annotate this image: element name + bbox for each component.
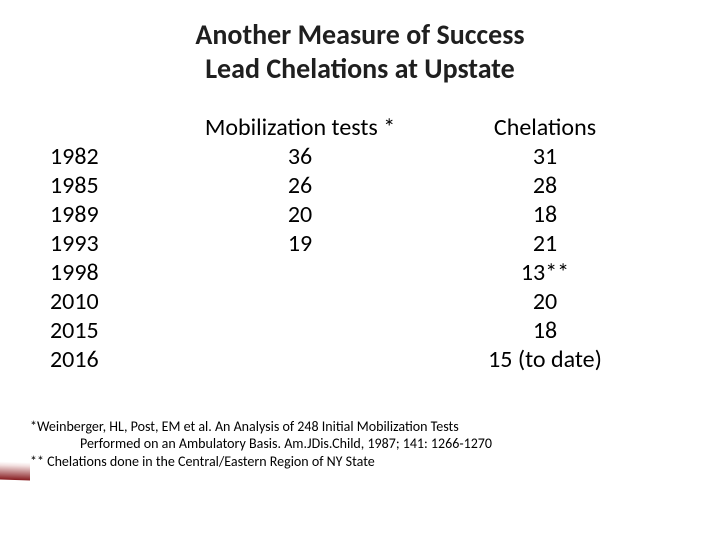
title-line-1: Another Measure of Success bbox=[30, 18, 690, 52]
table-row: 2015 18 bbox=[50, 316, 660, 345]
footnote-line-2: Performed on an Ambulatory Basis. Am.JDi… bbox=[30, 435, 690, 453]
footnote-line-1: *Weinberger, HL, Post, EM et al. An Anal… bbox=[30, 418, 690, 436]
table-row: 1989 20 18 bbox=[50, 200, 660, 229]
table-header-row: Mobilization tests * Chelations bbox=[50, 113, 660, 142]
table-row: 1993 19 21 bbox=[50, 229, 660, 258]
cell-mobilization bbox=[170, 316, 430, 345]
cell-mobilization: 20 bbox=[170, 200, 430, 229]
cell-year: 1982 bbox=[50, 142, 170, 171]
footnote-line-3: ** Chelations done in the Central/Easter… bbox=[30, 453, 690, 471]
data-table: Mobilization tests * Chelations 1982 36 … bbox=[50, 113, 660, 374]
table-row: 2016 15 (to date) bbox=[50, 345, 660, 374]
cell-chelations: 18 bbox=[430, 200, 660, 229]
cell-chelations: 21 bbox=[430, 229, 660, 258]
cell-chelations: 15 (to date) bbox=[430, 345, 660, 374]
cell-chelations: 13** bbox=[430, 258, 660, 287]
slide: Another Measure of Success Lead Chelatio… bbox=[0, 0, 720, 540]
cell-year: 1989 bbox=[50, 200, 170, 229]
cell-mobilization: 36 bbox=[170, 142, 430, 171]
cell-year: 1985 bbox=[50, 171, 170, 200]
cell-year: 1993 bbox=[50, 229, 170, 258]
table-row: 2010 20 bbox=[50, 287, 660, 316]
cell-chelations: 28 bbox=[430, 171, 660, 200]
cell-year: 2015 bbox=[50, 316, 170, 345]
header-chelations: Chelations bbox=[430, 113, 660, 142]
cell-year: 2016 bbox=[50, 345, 170, 374]
table-row: 1998 13** bbox=[50, 258, 660, 287]
cell-mobilization bbox=[170, 287, 430, 316]
title-line-2: Lead Chelations at Upstate bbox=[30, 52, 690, 86]
header-mobilization: Mobilization tests * bbox=[170, 113, 430, 142]
header-year bbox=[50, 113, 170, 142]
cell-mobilization bbox=[170, 345, 430, 374]
cell-year: 1998 bbox=[50, 258, 170, 287]
footnotes: *Weinberger, HL, Post, EM et al. An Anal… bbox=[30, 418, 690, 471]
accent-wedge bbox=[0, 461, 30, 480]
cell-mobilization: 26 bbox=[170, 171, 430, 200]
cell-mobilization bbox=[170, 258, 430, 287]
cell-year: 2010 bbox=[50, 287, 170, 316]
table-row: 1982 36 31 bbox=[50, 142, 660, 171]
cell-chelations: 20 bbox=[430, 287, 660, 316]
cell-chelations: 18 bbox=[430, 316, 660, 345]
cell-mobilization: 19 bbox=[170, 229, 430, 258]
cell-chelations: 31 bbox=[430, 142, 660, 171]
slide-title: Another Measure of Success Lead Chelatio… bbox=[30, 18, 690, 85]
table-row: 1985 26 28 bbox=[50, 171, 660, 200]
